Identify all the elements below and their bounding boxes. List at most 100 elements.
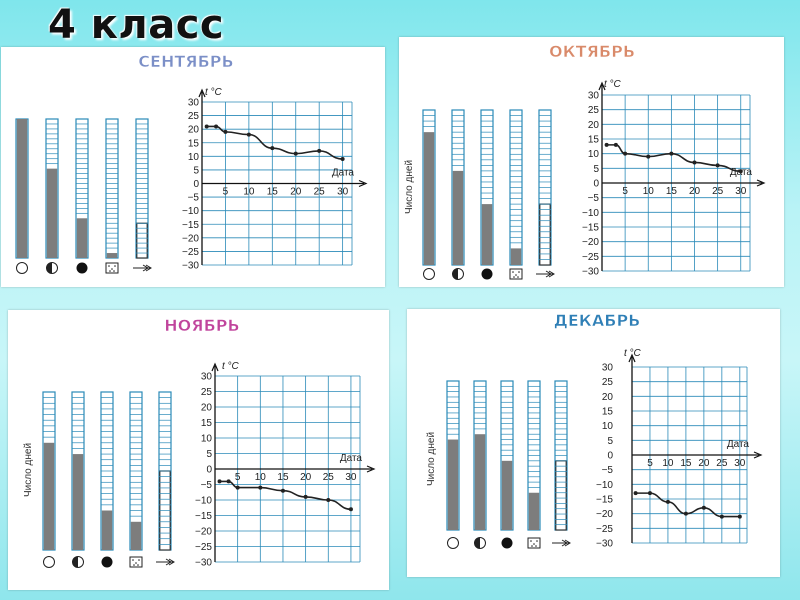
bars-axis-label: Число дней: [426, 432, 437, 486]
bar-column: [129, 391, 143, 551]
x-axis-arrow: [753, 451, 763, 459]
y-tick-label: 10: [201, 434, 213, 445]
y-tick-label: −20: [582, 237, 599, 248]
x-tick-label: 15: [277, 472, 289, 483]
temperature-point: [737, 514, 742, 519]
y-tick-label: 10: [602, 421, 614, 432]
precipitation-icon: [527, 537, 541, 549]
y-axis-label: t °C: [205, 87, 223, 98]
wind-icon: [156, 558, 175, 566]
y-axis-arrow: [198, 88, 206, 98]
temperature-point: [204, 124, 209, 129]
x-axis-arrow: [358, 179, 368, 188]
x-tick-label: 20: [290, 187, 302, 198]
temperature-point: [665, 499, 670, 504]
bar-fill: [447, 439, 459, 530]
chart-panel-september: СЕНТЯБРЬ 30 25 20 15 10 5 0 −5 −10 −15 −20 −25 −30 5 10…: [1, 47, 385, 287]
bar-column: [509, 109, 523, 266]
x-tick-label: 30: [734, 458, 746, 469]
bar-column: [473, 380, 487, 531]
temperature-point: [692, 160, 697, 165]
temperature-point: [623, 151, 628, 156]
y-axis-label: t °C: [222, 361, 240, 372]
temperature-line: [219, 480, 351, 511]
temperature-point: [326, 498, 331, 502]
chart-panel-october: ОКТЯБРЬ Число дней 30 25 20 15 10 5 0 −5 −10 −15 −20…: [399, 37, 784, 287]
bar-column: [451, 109, 465, 266]
temperature-point: [683, 511, 688, 516]
y-tick-label: −30: [195, 558, 212, 569]
y-tick-label: 10: [588, 149, 600, 160]
x-axis-label: Дата: [332, 168, 355, 179]
month-title: ОКТЯБРЬ: [549, 42, 635, 61]
x-tick-label: 20: [689, 186, 701, 197]
x-tick-label: 15: [680, 458, 692, 469]
temperature-point: [701, 505, 706, 510]
y-tick-label: −10: [182, 206, 199, 217]
chart-panel-november: НОЯБРЬ Число дней 30 25 20 15 10 5 0 −5 −10 −15 −20 −…: [8, 310, 389, 590]
chart-october: ОКТЯБРЬ Число дней 30 25 20 15 10 5 0 −5 −10 −15 −20…: [404, 42, 766, 280]
partly-cloudy-icon: [46, 262, 58, 274]
y-tick-label: 5: [193, 165, 199, 176]
x-tick-label: 10: [243, 187, 255, 198]
bar-fill: [481, 204, 493, 265]
bar-column: [105, 118, 119, 259]
temperature-point: [270, 146, 275, 151]
x-tick-label: 10: [643, 186, 655, 197]
bar-fill: [528, 492, 540, 530]
y-axis-arrow: [211, 362, 219, 372]
x-tick-label: 10: [255, 472, 267, 483]
clear-sky-icon: [16, 262, 28, 274]
y-tick-label: 5: [593, 164, 599, 175]
bar-fill: [72, 454, 84, 550]
x-tick-label: 5: [622, 186, 628, 197]
y-tick-label: −25: [195, 542, 212, 553]
y-tick-label: −25: [596, 524, 613, 535]
x-tick-label: 30: [337, 187, 349, 198]
y-tick-label: −25: [582, 252, 599, 263]
x-tick-label: 30: [345, 472, 357, 483]
y-tick-label: 0: [593, 179, 599, 190]
x-tick-label: 10: [662, 458, 674, 469]
x-axis-label: Дата: [727, 439, 750, 450]
x-tick-label: 5: [647, 458, 653, 469]
y-tick-label: 25: [602, 377, 614, 388]
y-tick-label: −15: [182, 220, 199, 231]
chart-september: СЕНТЯБРЬ 30 25 20 15 10 5 0 −5 −10 −15 −20 −25 −30 5 10…: [15, 52, 368, 274]
y-tick-label: 0: [206, 465, 212, 476]
clear-sky-icon: [423, 268, 435, 280]
temperature-point: [280, 488, 285, 493]
y-tick-label: 15: [188, 138, 200, 149]
bar-column: [158, 391, 172, 551]
bar-column: [500, 380, 514, 531]
y-tick-label: 30: [201, 372, 213, 383]
temperature-point: [317, 148, 322, 153]
bar-fill: [130, 521, 142, 550]
chart-november: НОЯБРЬ Число дней 30 25 20 15 10 5 0 −5 −10 −15 −20 −…: [23, 316, 376, 569]
y-tick-label: 20: [588, 120, 600, 131]
x-tick-label: 5: [235, 472, 241, 483]
clear-sky-icon: [447, 537, 459, 549]
y-tick-label: 20: [188, 125, 200, 136]
temperature-point: [633, 491, 638, 496]
x-tick-label: 20: [300, 472, 312, 483]
y-axis-label: t °C: [604, 79, 622, 90]
x-axis-arrow: [756, 179, 766, 187]
bar-fill: [101, 510, 113, 550]
bar-fill: [510, 248, 522, 265]
month-title: НОЯБРЬ: [164, 316, 239, 335]
bar-column: [538, 109, 552, 266]
bar-column: [71, 391, 85, 551]
y-tick-label: −15: [195, 511, 212, 522]
temperature-line: [606, 144, 741, 173]
temperature-point: [235, 485, 240, 490]
precipitation-icon: [509, 268, 523, 280]
temperature-point: [647, 491, 652, 496]
bar-column: [422, 109, 436, 266]
temperature-point: [646, 154, 651, 159]
bar-column: [100, 391, 114, 551]
temperature-grid: [214, 375, 361, 563]
chart-panel-december: ДЕКАБРЬ Число дней 30 25 20 15 10 5 0 −5 −10 −15 −20…: [407, 309, 780, 577]
y-tick-label: −5: [588, 193, 600, 204]
temperature-point: [214, 124, 219, 129]
